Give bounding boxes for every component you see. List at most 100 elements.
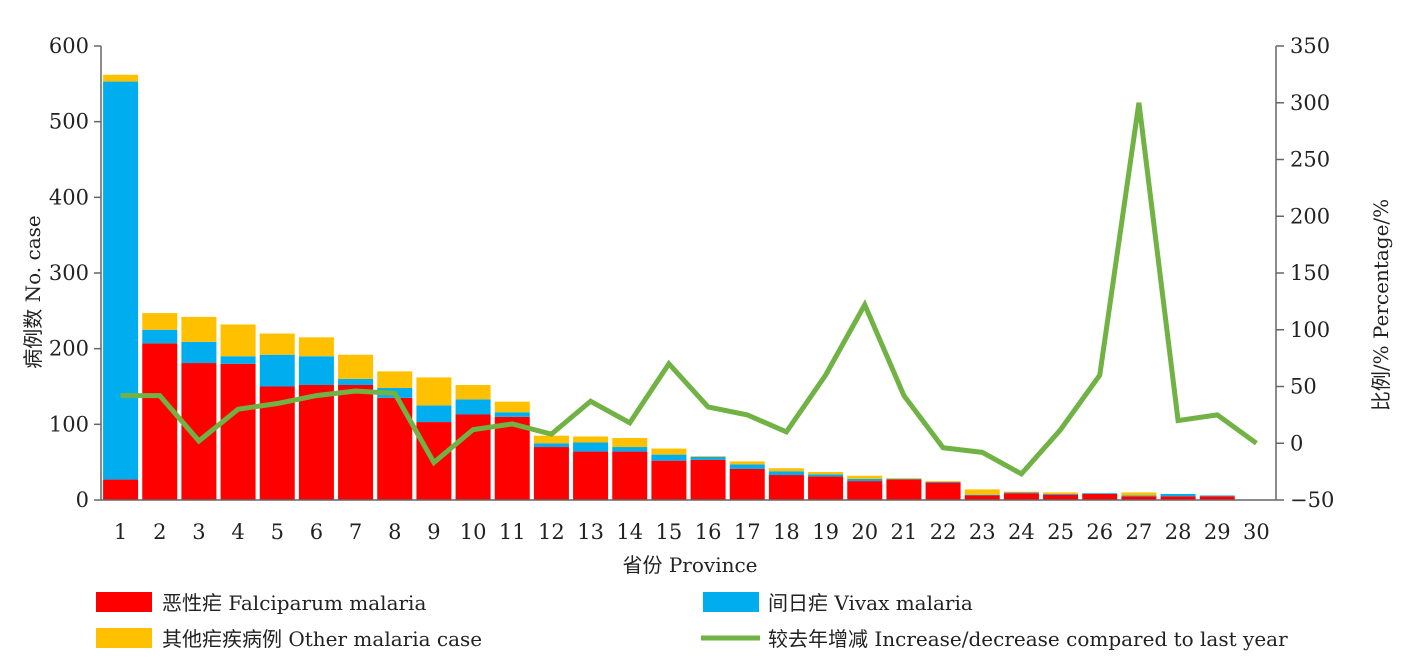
y2-axis-title: 比例/% Percentage/%	[1369, 199, 1393, 411]
y2-tick-label: −50	[1290, 488, 1334, 512]
y2-tick-label: 100	[1290, 318, 1330, 342]
bar-vivax	[729, 464, 765, 469]
bar-vivax	[1160, 493, 1196, 497]
x-tick-label: 27	[1126, 520, 1153, 544]
bar-other	[377, 371, 413, 389]
bar-vivax	[1043, 493, 1079, 495]
x-tick-label: 19	[812, 520, 839, 544]
bar-other	[455, 384, 491, 400]
bar-falciparum	[886, 479, 922, 500]
x-tick-label: 14	[616, 520, 643, 544]
x-tick-label: 7	[349, 520, 362, 544]
x-tick-label: 11	[499, 520, 526, 544]
y2-tick-label: 150	[1290, 261, 1330, 285]
bar-other	[612, 437, 648, 448]
line-series	[120, 102, 1258, 478]
legend-label-falciparum: 恶性疟 Falciparum malaria	[162, 591, 426, 615]
bar-other	[338, 354, 374, 379]
y-tick-label: 100	[49, 412, 89, 436]
y-tick-label: 500	[49, 110, 89, 134]
legend-swatch-falciparum	[96, 592, 152, 612]
bar-falciparum	[729, 468, 765, 500]
bar-falciparum	[298, 384, 334, 500]
bars	[103, 74, 1235, 500]
x-tick-label: 30	[1243, 520, 1270, 544]
bar-other	[259, 333, 295, 355]
bar-other	[768, 468, 804, 472]
bar-other	[1003, 491, 1039, 493]
y-tick-label: 200	[49, 337, 89, 361]
bar-falciparum	[808, 476, 844, 500]
bar-other	[925, 481, 961, 482]
bar-vivax	[651, 454, 687, 461]
x-tick-label: 13	[577, 520, 604, 544]
bar-vivax	[181, 341, 217, 364]
y-tick-label: 300	[49, 261, 89, 285]
right-axis: −50 0 50 100 150 200 250 300 350	[1275, 34, 1334, 512]
x-tick-label: 18	[773, 520, 800, 544]
legend-label-change: 较去年增减 Increase/decrease compared to last…	[768, 627, 1288, 651]
bar-other	[886, 478, 922, 479]
bar-falciparum	[533, 447, 569, 500]
bar-other	[808, 472, 844, 475]
x-tick-label: 3	[192, 520, 205, 544]
x-tick-label: 24	[1008, 520, 1035, 544]
y2-tick-label: 0	[1290, 431, 1303, 455]
x-tick-label: 23	[969, 520, 996, 544]
x-tick-label: 5	[271, 520, 284, 544]
bar-falciparum	[142, 343, 178, 500]
bar-vivax	[259, 354, 295, 387]
x-tick-label: 28	[1165, 520, 1192, 544]
bar-falciparum	[338, 384, 374, 500]
x-tick-label: 2	[153, 520, 166, 544]
bar-falciparum	[1082, 493, 1118, 500]
bar-falciparum	[1199, 496, 1235, 500]
bar-vivax	[690, 456, 726, 460]
bar-other	[494, 401, 530, 413]
x-tick-label: 12	[538, 520, 565, 544]
legend: 恶性疟 Falciparum malaria 间日疟 Vivax malaria…	[96, 591, 1288, 651]
bar-vivax	[612, 447, 648, 452]
legend-swatch-other	[96, 628, 152, 648]
bar-vivax	[808, 474, 844, 477]
bar-vivax	[1121, 495, 1157, 497]
bar-falciparum	[847, 481, 883, 500]
left-axis: 0 100 200 300 400 500 600	[49, 34, 102, 512]
bar-other	[298, 337, 334, 357]
bar-other	[690, 456, 726, 457]
y2-tick-label: 250	[1290, 148, 1330, 172]
x-tick-label: 17	[734, 520, 761, 544]
x-tick-label: 10	[460, 520, 487, 544]
bar-falciparum	[1160, 496, 1196, 500]
bar-vivax	[142, 329, 178, 344]
x-tick-label: 16	[695, 520, 722, 544]
bar-vivax	[298, 356, 334, 385]
bar-vivax	[886, 478, 922, 480]
x-tick-label: 4	[231, 520, 244, 544]
y2-tick-label: 200	[1290, 204, 1330, 228]
y2-tick-label: 300	[1290, 91, 1330, 115]
bar-falciparum	[925, 482, 961, 500]
line-change	[120, 102, 1258, 478]
bar-falciparum	[1043, 494, 1079, 500]
x-tick-label: 25	[1047, 520, 1074, 544]
bar-other	[651, 448, 687, 455]
bar-vivax	[847, 478, 883, 482]
bar-vivax	[416, 405, 452, 423]
bar-other	[573, 436, 609, 443]
x-tick-label: 21	[891, 520, 918, 544]
bar-other	[847, 475, 883, 479]
legend-label-other: 其他疟疾病例 Other malaria case	[162, 627, 482, 651]
y-axis-title: 病例数 No. case	[21, 215, 45, 369]
bar-falciparum	[768, 475, 804, 500]
bar-other	[1121, 492, 1157, 496]
x-tick-label: 29	[1204, 520, 1231, 544]
y2-tick-label: 50	[1290, 375, 1317, 399]
bar-vivax	[964, 494, 1000, 496]
bar-vivax	[573, 442, 609, 452]
x-tick-label: 26	[1086, 520, 1113, 544]
x-tick-label: 22	[930, 520, 957, 544]
x-axis: 1 2 3 4 5 6 7 8 9 10 11 12 13 14 15 16 17 18 19 20 21 22 23 24 2…	[101, 499, 1276, 544]
bar-falciparum	[651, 460, 687, 500]
